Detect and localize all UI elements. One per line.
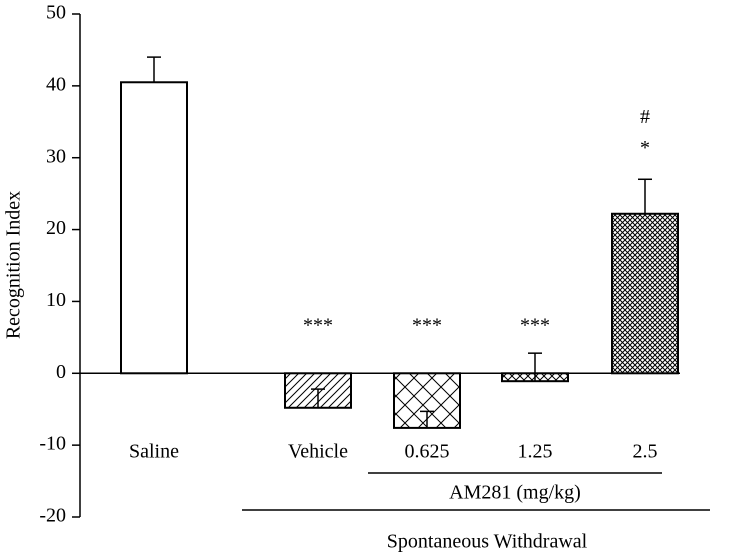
y-tick-label: 10 [46, 289, 66, 311]
bar [611, 212, 679, 375]
y-axis-label: Recognition Index [3, 191, 25, 339]
x-tick-label: 1.25 [518, 441, 553, 463]
group-label: AM281 (mg/kg) [449, 482, 581, 504]
y-tick-label: 50 [46, 2, 66, 24]
annotation: *** [303, 315, 333, 337]
error-bar [638, 178, 652, 214]
error-bar [420, 410, 434, 428]
error-bar [528, 352, 542, 382]
bar [120, 81, 188, 375]
x-tick-label: Saline [129, 441, 179, 463]
group-label: Spontaneous Withdrawal [387, 531, 588, 553]
y-tick-label: -20 [39, 505, 66, 527]
error-bar [311, 388, 325, 408]
x-tick-label: 0.625 [405, 441, 450, 463]
y-tick-label: 30 [46, 145, 66, 167]
error-bar [147, 56, 161, 83]
annotation: * [640, 137, 650, 159]
y-tick-label: 20 [46, 217, 66, 239]
annotation: *** [412, 315, 442, 337]
annotation: # [640, 106, 650, 128]
x-tick-label: 2.5 [633, 441, 658, 463]
y-tick-label: -10 [39, 433, 66, 455]
y-tick-label: 0 [56, 361, 66, 383]
annotation: *** [520, 315, 550, 337]
y-tick-label: 40 [46, 73, 66, 95]
x-tick-label: Vehicle [288, 441, 348, 463]
